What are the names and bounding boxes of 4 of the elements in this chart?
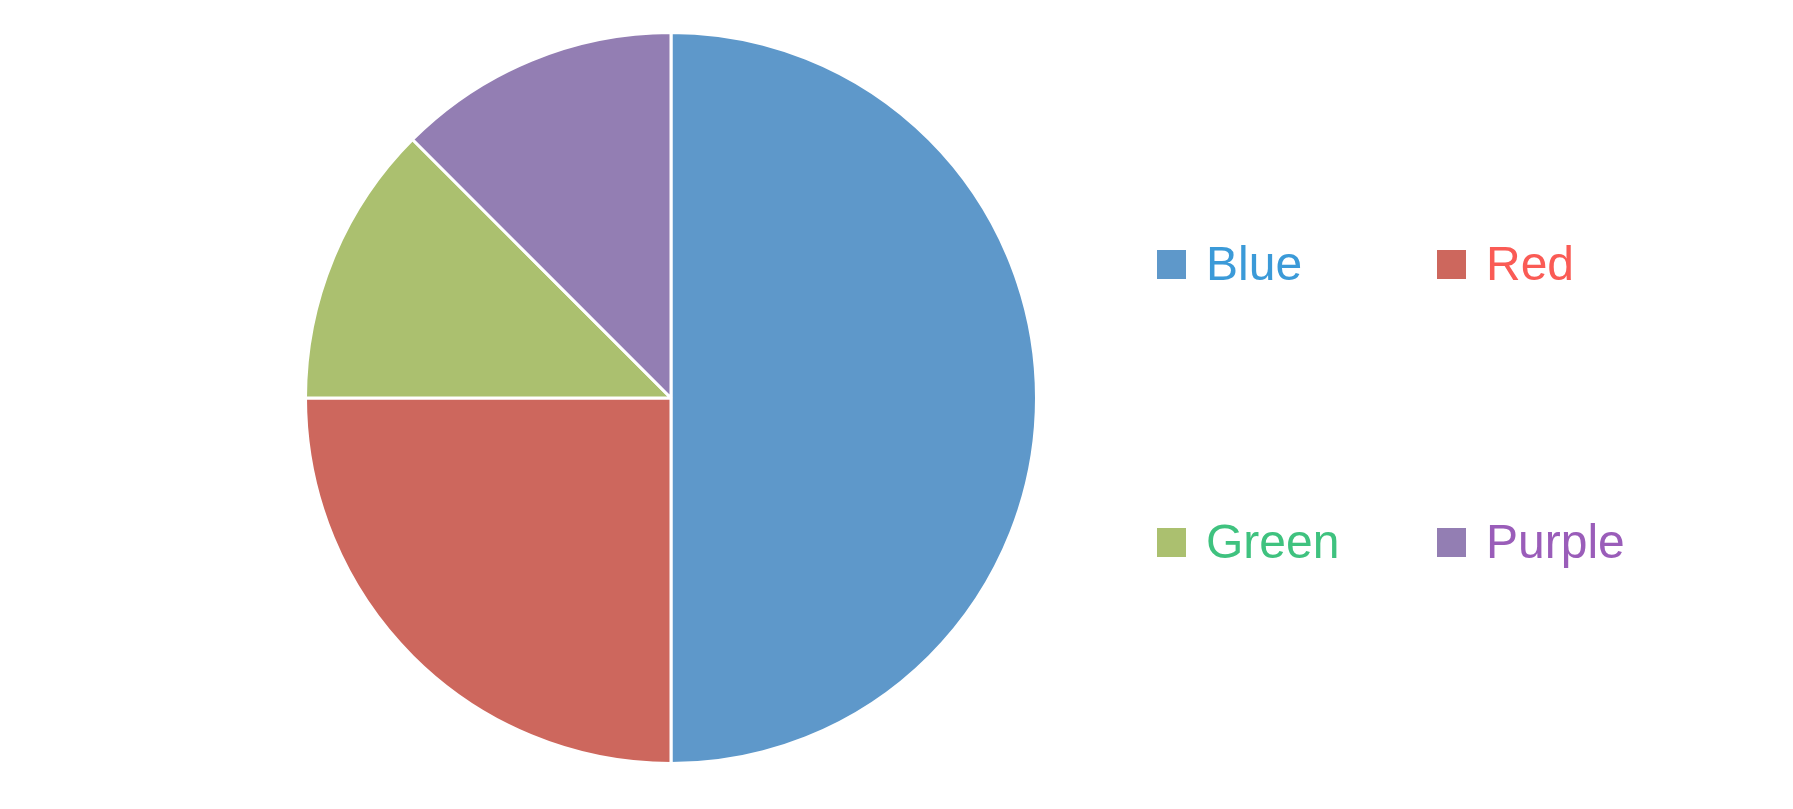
legend-label: Green (1206, 514, 1340, 570)
legend-label: Blue (1206, 236, 1303, 292)
legend-label: Purple (1486, 514, 1625, 570)
legend-label: Red (1486, 236, 1575, 292)
